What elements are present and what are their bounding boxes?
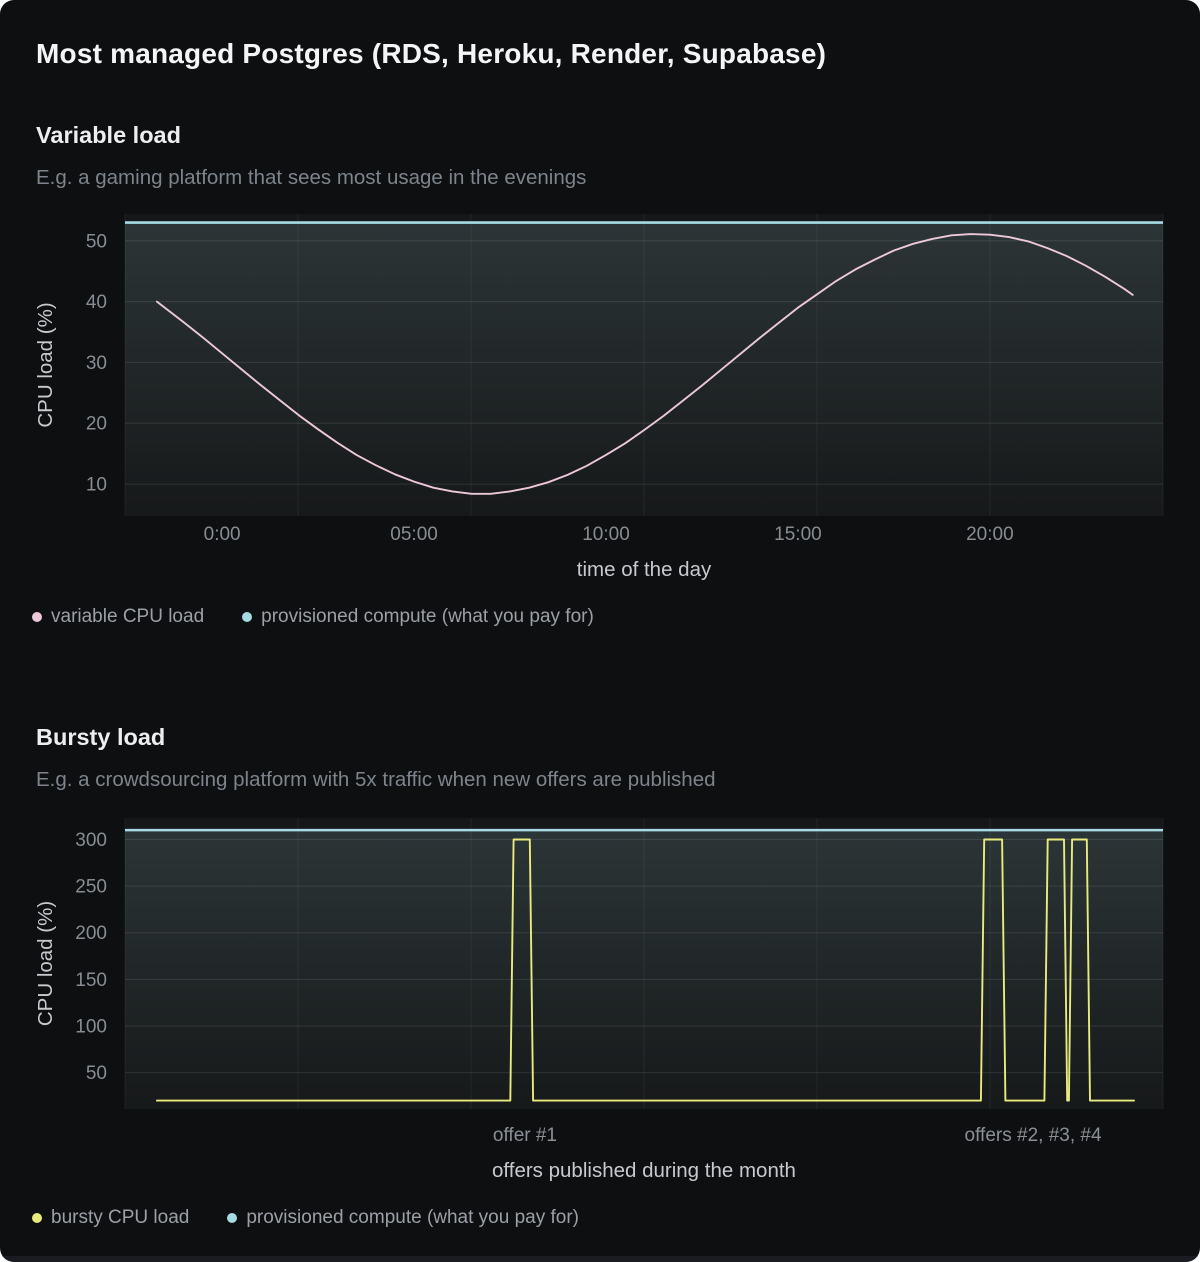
provisioned-compute-dot-icon: [227, 1213, 238, 1223]
y-tick-labels: 50 100 150 200 250 300: [75, 830, 107, 1084]
provisioned-compute-dot-icon: [242, 612, 253, 622]
x-tick-label: 20:00: [966, 524, 1014, 545]
y-tick-label: 10: [86, 475, 107, 496]
x-tick-label: 15:00: [774, 524, 822, 545]
x-axis-title: offers published during the month: [492, 1159, 796, 1182]
page-title: Most managed Postgres (RDS, Heroku, Rend…: [36, 38, 827, 69]
plot-area: [125, 214, 1163, 516]
gridlines: [124, 818, 1164, 1109]
variable-cpu-load-line: [155, 233, 1134, 495]
provisioned-area-fill: [125, 222, 1163, 516]
provisioned-area-fill: [125, 830, 1163, 1109]
bursty-cpu-load-dot-icon: [32, 1213, 42, 1223]
y-tick-label: 20: [86, 414, 107, 435]
legend-item-bursty-cpu-load[interactable]: bursty CPU load: [32, 1207, 189, 1229]
legend-item-provisioned-compute[interactable]: provisioned compute (what you pay for): [242, 606, 594, 628]
y-tick-label: 150: [75, 970, 107, 991]
legend-label: provisioned compute (what you pay for): [246, 1207, 580, 1228]
legend-item-variable-cpu-load[interactable]: variable CPU load: [32, 606, 204, 628]
y-tick-label: 50: [86, 1063, 107, 1084]
y-tick-label: 40: [86, 292, 107, 313]
y-tick-label: 250: [75, 877, 107, 898]
plot-area: [125, 818, 1163, 1109]
legend-label: bursty CPU load: [51, 1207, 190, 1228]
variable-load-chart: 10 20 30 40 50 0:00 05:00 10:00 15:00 20:00 time o…: [34, 214, 1164, 581]
bursty-load-chart: 50 100 150 200 250 300 offer #1 offers #2, #3, …: [34, 818, 1164, 1182]
legend-variable-load: variable CPU load provisioned compute (w…: [32, 606, 594, 628]
y-tick-labels: 10 20 30 40 50: [86, 231, 107, 495]
x-tick-label: 0:00: [204, 524, 241, 545]
y-axis-title: CPU load (%): [34, 302, 57, 427]
x-tick-label: 10:00: [582, 524, 630, 545]
y-tick-label: 100: [75, 1016, 107, 1037]
y-axis-title: CPU load (%): [34, 901, 57, 1026]
variable-cpu-load-dot-icon: [32, 612, 42, 622]
legend-bursty-load: bursty CPU load provisioned compute (wha…: [32, 1207, 579, 1229]
bursty-cpu-load-line: [155, 838, 1135, 1102]
x-tick-label: 05:00: [390, 524, 438, 545]
next-section-divider: [0, 1256, 1200, 1262]
y-tick-label: 30: [86, 353, 107, 374]
section-heading-variable-load: Variable load: [36, 122, 181, 148]
x-tick-labels: 0:00 05:00 10:00 15:00 20:00: [204, 524, 1014, 545]
legend-item-provisioned-compute[interactable]: provisioned compute (what you pay for): [227, 1207, 579, 1229]
x-axis-title: time of the day: [577, 558, 712, 581]
annotation: offer #1: [493, 1125, 557, 1146]
section-subtitle-bursty-load: E.g. a crowdsourcing platform with 5x tr…: [36, 768, 716, 791]
y-tick-label: 50: [86, 231, 107, 252]
section-subtitle-variable-load: E.g. a gaming platform that sees most us…: [36, 166, 587, 189]
legend-label: provisioned compute (what you pay for): [261, 606, 594, 627]
legend-label: variable CPU load: [51, 606, 205, 627]
gridlines: [124, 214, 1164, 516]
y-tick-label: 200: [75, 923, 107, 944]
annotation: offers #2, #3, #4: [965, 1125, 1102, 1146]
section-heading-bursty-load: Bursty load: [36, 724, 166, 750]
y-tick-label: 300: [75, 830, 107, 851]
